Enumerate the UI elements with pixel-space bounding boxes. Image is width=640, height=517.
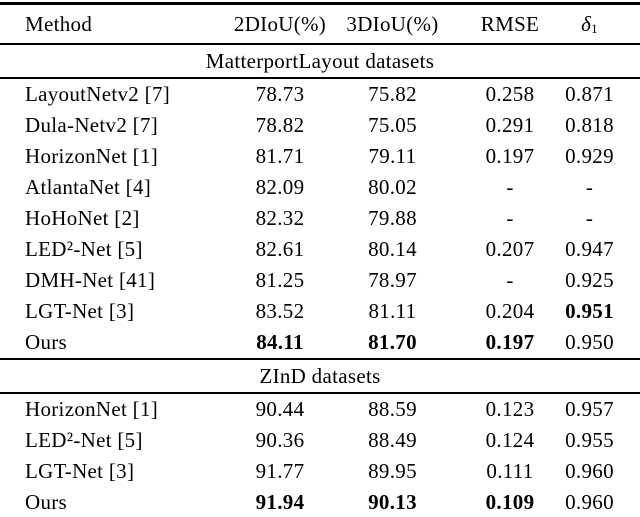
cell-method: HorizonNet [1] — [25, 397, 159, 421]
cell-value: 82.09 — [255, 175, 305, 199]
cell-value: 75.82 — [368, 82, 417, 106]
header-row: Method 2DIoU(%) 3DIoU(%) RMSE δ1 — [0, 5, 640, 43]
cell-value: 78.82 — [255, 113, 305, 137]
cell-value: - — [506, 175, 514, 199]
cell-value: 90.13 — [368, 490, 417, 514]
section-title: MatterportLayout datasets — [0, 43, 640, 79]
cell-value: 84.11 — [256, 330, 304, 354]
section-title: ZInD datasets — [0, 358, 640, 394]
cell-value: 0.109 — [485, 490, 535, 514]
cell-value: 0.291 — [485, 113, 535, 137]
section-header-row: ZInD datasets — [0, 358, 640, 394]
cell-value: - — [585, 175, 594, 199]
section-header-row: MatterportLayout datasets — [0, 43, 640, 79]
cell-value: 0.960 — [565, 490, 614, 514]
cell-value: - — [506, 206, 514, 230]
cell-method: Ours — [25, 490, 68, 514]
cell-value: 0.204 — [485, 299, 535, 323]
cell-method: HoHoNet [2] — [25, 206, 140, 230]
cell-value: 88.49 — [368, 428, 417, 452]
cell-value: 90.36 — [255, 428, 305, 452]
cell-value: 0.207 — [485, 237, 535, 261]
col-header-2diou: 2DIoU(%) — [233, 11, 327, 36]
cell-method: LED²-Net [5] — [25, 237, 143, 261]
cell-method: AtlantaNet [4] — [25, 175, 152, 199]
col-header-rmse: RMSE — [480, 11, 540, 36]
cell-value: 82.61 — [255, 237, 305, 261]
cell-value: 81.70 — [368, 330, 417, 354]
table-row: HorizonNet [1] 81.71 79.11 0.197 0.929 — [0, 141, 640, 172]
cell-value: 0.197 — [485, 330, 535, 354]
table-row: DMH-Net [41] 81.25 78.97 - 0.925 — [0, 265, 640, 296]
cell-value: 0.957 — [565, 397, 614, 421]
cell-method: DMH-Net [41] — [25, 268, 156, 292]
cell-value: 75.05 — [368, 113, 417, 137]
cell-method: LGT-Net [3] — [25, 459, 135, 483]
cell-value: - — [506, 268, 514, 292]
cell-value: 89.95 — [368, 459, 417, 483]
cell-value: 0.111 — [486, 459, 534, 483]
cell-value: 80.02 — [368, 175, 417, 199]
cell-value: 0.947 — [565, 237, 614, 261]
cell-value: 90.44 — [255, 397, 305, 421]
table-row: Dula-Netv2 [7] 78.82 75.05 0.291 0.818 — [0, 110, 640, 141]
cell-value: 79.88 — [368, 206, 417, 230]
table-row: Ours 91.94 90.13 0.109 0.960 — [0, 487, 640, 517]
cell-value: 78.97 — [368, 268, 417, 292]
cell-value: 91.77 — [255, 459, 305, 483]
table-row: Ours 84.11 81.70 0.197 0.950 — [0, 327, 640, 358]
table-body: MatterportLayout datasets LayoutNetv2 [7]… — [0, 43, 640, 517]
cell-value: 0.925 — [565, 268, 614, 292]
cell-value: 0.818 — [565, 113, 614, 137]
table-row: LED²-Net [5] 90.36 88.49 0.124 0.955 — [0, 425, 640, 456]
cell-value: 0.951 — [565, 299, 614, 323]
col-header-delta1: δ1 — [565, 5, 640, 43]
table-row: AtlantaNet [4] 82.09 80.02 - - — [0, 172, 640, 203]
cell-value: 0.258 — [485, 82, 535, 106]
cell-method: LGT-Net [3] — [25, 299, 135, 323]
cell-method: HorizonNet [1] — [25, 144, 159, 168]
col-header-method: Method — [25, 11, 93, 36]
cell-value: 0.955 — [565, 428, 614, 452]
table-row: LayoutNetv2 [7] 78.73 75.82 0.258 0.871 — [0, 79, 640, 110]
cell-value: - — [585, 206, 594, 230]
cell-value: 82.32 — [255, 206, 305, 230]
cell-method: LayoutNetv2 [7] — [25, 82, 171, 106]
cell-value: 0.871 — [565, 82, 614, 106]
cell-value: 81.71 — [255, 144, 305, 168]
delta-symbol: δ — [581, 11, 592, 36]
table-row: LGT-Net [3] 83.52 81.11 0.204 0.951 — [0, 296, 640, 327]
cell-value: 80.14 — [368, 237, 417, 261]
cell-method: Dula-Netv2 [7] — [25, 113, 159, 137]
cell-value: 83.52 — [255, 299, 305, 323]
cell-value: 0.123 — [485, 397, 535, 421]
cell-value: 91.94 — [255, 490, 305, 514]
cell-value: 0.929 — [565, 144, 614, 168]
cell-value: 0.950 — [565, 330, 614, 354]
cell-value: 79.11 — [368, 144, 417, 168]
delta-subscript: 1 — [591, 20, 598, 36]
cell-value: 78.73 — [255, 82, 305, 106]
cell-method: LED²-Net [5] — [25, 428, 143, 452]
cell-value: 81.11 — [368, 299, 417, 323]
table-row: LGT-Net [3] 91.77 89.95 0.111 0.960 — [0, 456, 640, 487]
cell-value: 88.59 — [368, 397, 417, 421]
col-header-3diou: 3DIoU(%) — [346, 11, 439, 36]
cell-value: 0.124 — [485, 428, 535, 452]
cell-value: 0.960 — [565, 459, 614, 483]
cell-method: Ours — [25, 330, 68, 354]
table-row: LED²-Net [5] 82.61 80.14 0.207 0.947 — [0, 234, 640, 265]
cell-value: 81.25 — [255, 268, 305, 292]
table-row: HorizonNet [1] 90.44 88.59 0.123 0.957 — [0, 394, 640, 425]
table-row: HoHoNet [2] 82.32 79.88 - - — [0, 203, 640, 234]
cell-value: 0.197 — [485, 144, 535, 168]
